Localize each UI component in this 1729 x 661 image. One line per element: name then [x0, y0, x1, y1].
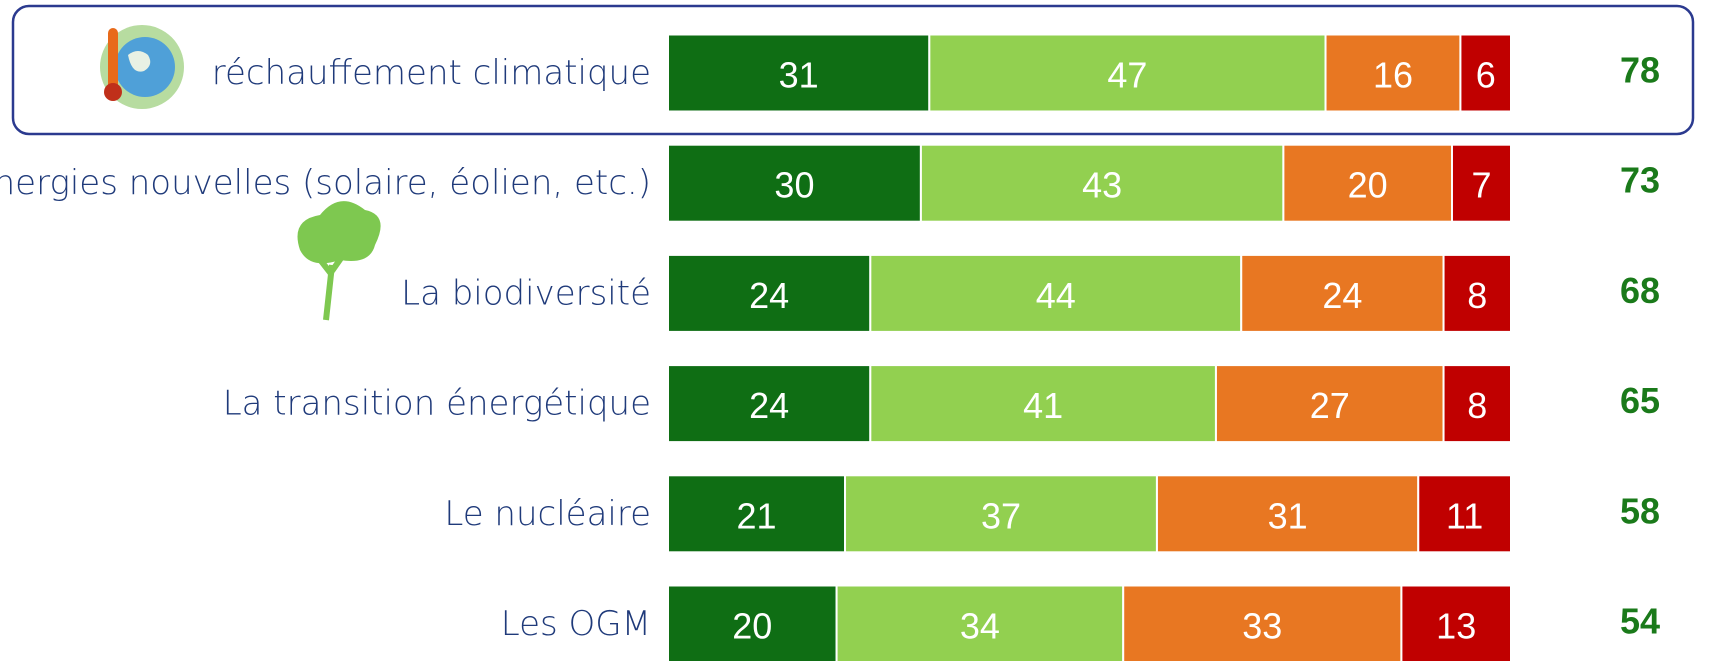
value-label: 21	[736, 495, 776, 536]
value-label: 27	[1310, 385, 1350, 426]
value-label: 34	[960, 606, 1000, 647]
value-label: 43	[1082, 165, 1122, 206]
value-label: 24	[1322, 275, 1362, 316]
total-label: 65	[1620, 380, 1660, 421]
value-label: 13	[1436, 606, 1476, 647]
value-label: 47	[1107, 55, 1147, 96]
value-label: 31	[1268, 495, 1308, 536]
value-label: 11	[1446, 495, 1483, 536]
category-label: La biodiversité	[401, 273, 651, 313]
category-label: Énergies nouvelles (solaire, éolien, etc…	[0, 162, 651, 203]
value-label: 6	[1476, 55, 1496, 96]
total-label: 54	[1620, 601, 1660, 642]
value-label: 31	[779, 55, 819, 96]
value-label: 8	[1467, 385, 1487, 426]
value-label: 7	[1471, 165, 1491, 206]
chart: réchauffement climatique314716678Énergie…	[0, 0, 1729, 661]
value-label: 44	[1036, 275, 1076, 316]
value-label: 24	[749, 385, 789, 426]
total-label: 68	[1620, 270, 1660, 311]
value-label: 37	[981, 495, 1021, 536]
value-label: 8	[1467, 275, 1487, 316]
value-label: 20	[1348, 165, 1388, 206]
page: réchauffement climatique314716678Énergie…	[0, 0, 1729, 661]
value-label: 41	[1023, 385, 1063, 426]
value-label: 16	[1373, 55, 1413, 96]
category-label: réchauffement climatique	[212, 53, 651, 93]
category-label: Le nucléaire	[444, 494, 651, 534]
value-label: 24	[749, 275, 789, 316]
globe-icon	[100, 25, 184, 109]
tree-icon	[298, 201, 381, 320]
value-label: 33	[1242, 606, 1282, 647]
value-label: 20	[732, 606, 772, 647]
total-label: 78	[1620, 50, 1660, 91]
total-label: 73	[1620, 160, 1660, 201]
category-label: Les OGM	[501, 604, 651, 644]
category-label: La transition énergétique	[223, 384, 651, 424]
total-label: 58	[1620, 490, 1660, 531]
value-label: 30	[774, 165, 814, 206]
